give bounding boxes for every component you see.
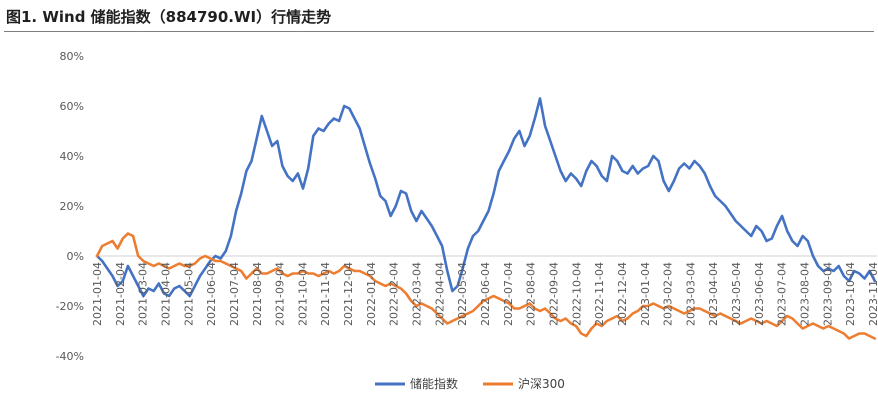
x-tick-label: 2023-09-04 (821, 262, 834, 326)
x-tick-label: 2021-04-04 (160, 262, 173, 326)
x-tick-label: 2021-11-04 (319, 262, 332, 326)
legend-label-1: 沪深300 (518, 377, 565, 391)
series-lines (95, 97, 877, 340)
y-tick-label: -20% (56, 300, 84, 313)
x-tick-label: 2023-10-04 (844, 262, 857, 326)
x-tick-label: 2022-02-04 (388, 262, 401, 326)
x-tick-label: 2021-07-04 (228, 262, 241, 326)
x-tick-label: 2023-11-04 (867, 262, 878, 326)
x-tick-label: 2021-01-04 (91, 262, 104, 326)
x-tick-label: 2023-03-04 (684, 262, 697, 326)
x-tick-label: 2022-03-04 (411, 262, 424, 326)
y-tick-label: 40% (60, 150, 84, 163)
x-tick-label: 2022-04-04 (433, 262, 446, 326)
x-tick-label: 2022-06-04 (479, 262, 492, 326)
x-tick-label: 2021-03-04 (137, 262, 150, 326)
x-axis-ticks: 2021-01-04 2021-02-04 2021-03-04 2021-04-04… (91, 262, 878, 326)
y-tick-label: -40% (56, 350, 84, 363)
x-tick-label: 2021-09-04 (274, 262, 287, 326)
x-tick-label: 2023-08-04 (799, 262, 812, 326)
x-tick-label: 2023-06-04 (753, 262, 766, 326)
x-tick-label: 2021-06-04 (205, 262, 218, 326)
series-line-0 (95, 97, 877, 298)
x-tick-label: 2022-11-04 (593, 262, 606, 326)
x-tick-label: 2023-02-04 (662, 262, 675, 326)
x-tick-label: 2023-05-04 (730, 262, 743, 326)
y-tick-label: 0% (67, 250, 84, 263)
x-tick-label: 2021-12-04 (342, 262, 355, 326)
x-tick-label: 2022-10-04 (570, 262, 583, 326)
x-tick-label: 2021-05-04 (182, 262, 195, 326)
x-tick-label: 2022-07-04 (502, 262, 515, 326)
x-tick-label: 2021-10-04 (296, 262, 309, 326)
series-line-1 (95, 232, 877, 340)
title-divider (4, 31, 874, 32)
x-tick-label: 2022-09-04 (548, 262, 561, 326)
x-tick-label: 2022-01-04 (365, 262, 378, 326)
x-tick-label: 2022-05-04 (456, 262, 469, 326)
x-tick-label: 2023-01-04 (639, 262, 652, 326)
legend: 储能指数 沪深300 (375, 376, 565, 391)
x-tick-label: 2023-07-04 (776, 262, 789, 326)
x-tick-label: 2021-08-04 (251, 262, 264, 326)
x-tick-label: 2023-04-04 (707, 262, 720, 326)
x-tick-label: 2021-02-04 (114, 262, 127, 326)
y-axis-ticks: 80% 60% 40% 20% 0% -20% -40% (56, 50, 84, 363)
y-tick-label: 20% (60, 200, 84, 213)
x-tick-label: 2022-08-04 (525, 262, 538, 326)
x-tick-label: 2022-12-04 (616, 262, 629, 326)
chart-title: 图1. Wind 储能指数（884790.WI）行情走势 (6, 8, 332, 26)
y-tick-label: 60% (60, 100, 84, 113)
legend-label-0: 储能指数 (410, 376, 458, 391)
y-tick-label: 80% (60, 50, 84, 63)
